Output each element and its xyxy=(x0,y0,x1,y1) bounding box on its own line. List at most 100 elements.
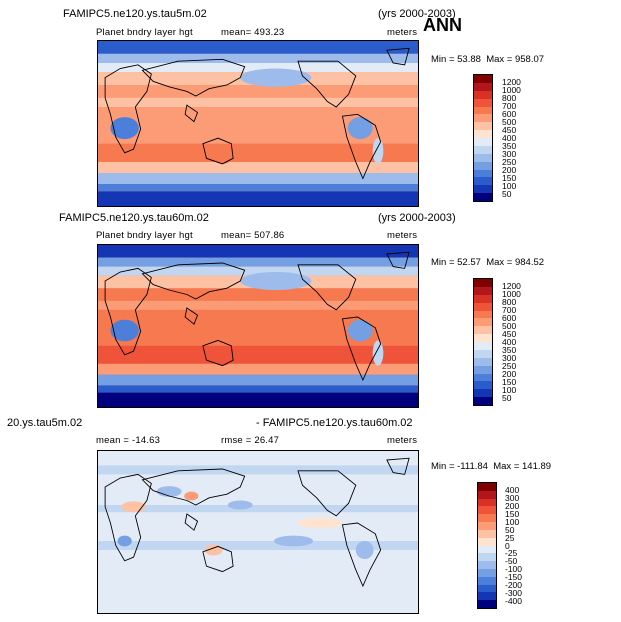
panel1-min-max: Min = 53.88 Max = 958.07 xyxy=(431,55,544,65)
colorbar-label: 350 xyxy=(502,141,517,151)
colorbar-label: 800 xyxy=(502,93,517,103)
colorbar-swatch xyxy=(474,310,492,319)
panel2-map-svg xyxy=(98,245,418,407)
colorbar-label: 500 xyxy=(502,117,517,127)
colorbar-swatch xyxy=(474,193,492,201)
colorbar-swatch xyxy=(474,138,492,146)
colorbar-label: -25 xyxy=(505,548,518,559)
colorbar-swatch xyxy=(478,561,496,569)
colorbar-swatch xyxy=(474,82,492,91)
colorbar-swatch xyxy=(474,161,492,170)
panel1-field-name: Planet bndry layer hgt xyxy=(96,27,193,38)
colorbar-label: -200 xyxy=(505,580,523,591)
colorbar-label: 400 xyxy=(505,484,520,495)
panel3-rmse: rmse = 26.47 xyxy=(221,435,280,446)
colorbar-label: 100 xyxy=(502,385,517,395)
panel3-colorbar xyxy=(477,482,497,609)
panel1-max-value: 958.07 xyxy=(514,54,545,65)
panel2-field-name: Planet bndry layer hgt xyxy=(96,230,193,241)
panel2-min-label: Min = xyxy=(431,257,458,268)
colorbar-swatch xyxy=(478,592,496,601)
panel1-min-value: 53.88 xyxy=(457,54,481,65)
colorbar-swatch xyxy=(478,506,496,515)
panel3-min-label: Min = xyxy=(431,461,458,472)
panel3-case-name-left: 20.ys.tau5m.02 xyxy=(7,417,83,429)
panel3-min-max: Min = -111.84 Max = 141.89 xyxy=(431,462,551,472)
colorbar-label: -100 xyxy=(505,564,523,575)
colorbar-swatch xyxy=(474,349,492,358)
colorbar-swatch xyxy=(474,397,492,405)
colorbar-swatch xyxy=(474,342,492,350)
colorbar-label: 1200 xyxy=(502,77,521,87)
colorbar-swatch xyxy=(478,568,496,577)
colorbar-swatch xyxy=(478,576,496,585)
panel1-map xyxy=(97,40,419,207)
colorbar-swatch xyxy=(474,75,492,83)
colorbar-label: 50 xyxy=(502,393,512,403)
colorbar-swatch xyxy=(474,153,492,162)
panel3-max-value: 141.89 xyxy=(522,461,552,472)
colorbar-label: 200 xyxy=(502,165,517,175)
panel2-max-label: Max = xyxy=(486,257,515,268)
colorbar-label: 150 xyxy=(502,377,517,387)
colorbar-swatch xyxy=(474,302,492,311)
colorbar-swatch xyxy=(474,169,492,178)
colorbar-swatch xyxy=(474,114,492,123)
colorbar-label: 150 xyxy=(505,508,520,519)
colorbar-label: 50 xyxy=(505,524,515,535)
colorbar-swatch xyxy=(478,483,496,491)
colorbar-label: 150 xyxy=(502,173,517,183)
colorbar-swatch xyxy=(478,545,496,554)
colorbar-swatch xyxy=(474,381,492,390)
colorbar-label: 1200 xyxy=(502,281,521,291)
panel1-max-label: Max = xyxy=(486,54,515,65)
colorbar-swatch xyxy=(474,286,492,295)
panel2-min-max: Min = 52.57 Max = 984.52 xyxy=(431,258,544,268)
colorbar-swatch xyxy=(474,326,492,335)
panel1-map-svg xyxy=(98,41,418,206)
panel3-min-value: -111.84 xyxy=(457,461,488,472)
panel1-years: (yrs 2000-2003) xyxy=(378,8,456,20)
colorbar-swatch xyxy=(474,106,492,115)
colorbar-swatch xyxy=(474,365,492,374)
colorbar-swatch xyxy=(474,334,492,342)
panel2-years: (yrs 2000-2003) xyxy=(378,212,456,224)
season-label: ANN xyxy=(423,15,462,35)
colorbar-label: 700 xyxy=(502,101,517,111)
colorbar-label: -150 xyxy=(505,572,523,583)
colorbar-label: 100 xyxy=(505,516,520,527)
panel2-mean: mean= 507.86 xyxy=(221,230,285,241)
colorbar-label: 25 xyxy=(505,532,515,543)
colorbar-label: 100 xyxy=(502,181,517,191)
panel2-colorbar xyxy=(473,278,493,406)
colorbar-label: -300 xyxy=(505,588,523,599)
colorbar-label: 500 xyxy=(502,321,517,331)
panel3-map xyxy=(97,450,419,614)
colorbar-label: 350 xyxy=(502,345,517,355)
colorbar-label: 50 xyxy=(502,189,512,199)
colorbar-swatch xyxy=(474,357,492,366)
colorbar-label: 700 xyxy=(502,305,517,315)
colorbar-label: 300 xyxy=(502,353,517,363)
panel3-map-svg xyxy=(98,451,418,613)
colorbar-swatch xyxy=(478,522,496,530)
panel1-min-label: Min = xyxy=(431,54,458,65)
panel2-case-name: FAMIPC5.ne120.ys.tau60m.02 xyxy=(59,212,209,224)
colorbar-swatch xyxy=(478,490,496,499)
colorbar-label: 250 xyxy=(502,157,517,167)
colorbar-label: 800 xyxy=(502,297,517,307)
panel2-units: meters xyxy=(387,230,418,241)
colorbar-swatch xyxy=(474,145,492,154)
colorbar-swatch xyxy=(478,514,496,523)
panel1-colorbar xyxy=(473,74,493,202)
colorbar-swatch xyxy=(478,553,496,562)
colorbar-swatch xyxy=(478,529,496,538)
colorbar-label: 200 xyxy=(502,369,517,379)
colorbar-label: 600 xyxy=(502,109,517,119)
colorbar-label: 1000 xyxy=(502,85,521,95)
panel2-min-value: 52.57 xyxy=(457,257,481,268)
colorbar-swatch xyxy=(474,90,492,99)
panel3-case-name-right: - FAMIPC5.ne120.ys.tau60m.02 xyxy=(256,417,413,429)
colorbar-label: 0 xyxy=(505,540,510,551)
colorbar-label: 600 xyxy=(502,313,517,323)
